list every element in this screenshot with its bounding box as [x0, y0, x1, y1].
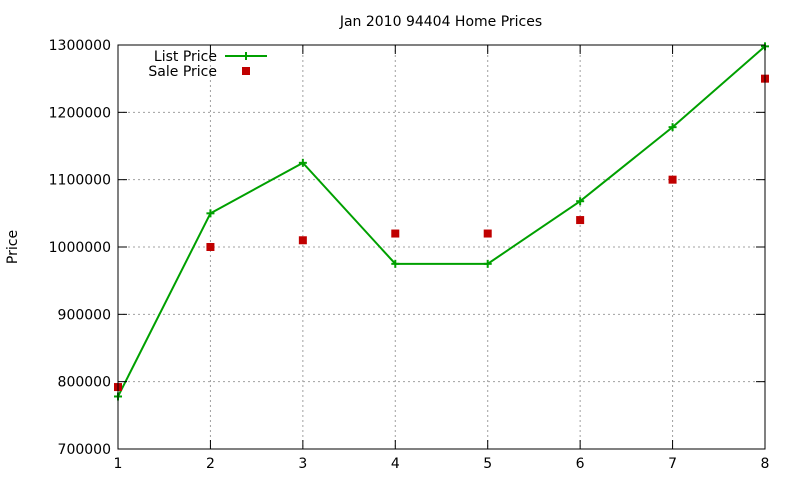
y-tick-label: 1100000: [49, 173, 111, 189]
x-tick-label: 2: [206, 456, 215, 472]
y-tick-label: 1000000: [49, 240, 111, 256]
axis-ticks: [117, 44, 766, 450]
legend-label: Sale Price: [148, 64, 217, 80]
series-layer: [114, 42, 769, 401]
y-axis-label: Price: [5, 230, 21, 264]
y-tick-label: 1300000: [49, 38, 111, 54]
data-point-list-price: [576, 197, 585, 206]
data-point-sale-price: [391, 229, 400, 238]
legend-label: List Price: [154, 49, 217, 65]
data-point-list-price: [206, 209, 215, 218]
x-tick-label: 4: [391, 456, 400, 472]
x-tick-label: 5: [483, 456, 492, 472]
data-point-sale-price: [483, 229, 492, 238]
y-tick-label: 900000: [58, 307, 111, 323]
x-tick-label: 7: [668, 456, 677, 472]
data-point-list-price: [298, 158, 307, 167]
legend-marker-list-price: [242, 52, 250, 60]
data-point-list-price: [391, 259, 400, 268]
grid-lines: [118, 45, 765, 449]
y-tick-label: 800000: [58, 375, 111, 391]
chart-title: Jan 2010 94404 Home Prices: [339, 14, 542, 30]
data-point-sale-price: [206, 243, 215, 251]
data-point-sale-price: [576, 216, 585, 225]
y-tick-label: 700000: [58, 442, 111, 458]
data-point-sale-price: [668, 175, 677, 184]
series-line-list-price: [117, 45, 766, 397]
legend-marker-sale-price: [242, 67, 250, 75]
x-tick-label: 8: [761, 456, 770, 472]
x-tick-label: 6: [576, 456, 585, 472]
plot-frame: [117, 44, 766, 450]
x-tick-label: 1: [114, 456, 123, 472]
data-point-sale-price: [298, 236, 307, 245]
x-tick-label: 3: [298, 456, 307, 472]
y-tick-label: 1200000: [49, 105, 111, 121]
data-point-list-price: [483, 259, 492, 268]
data-point-list-price: [668, 123, 677, 132]
